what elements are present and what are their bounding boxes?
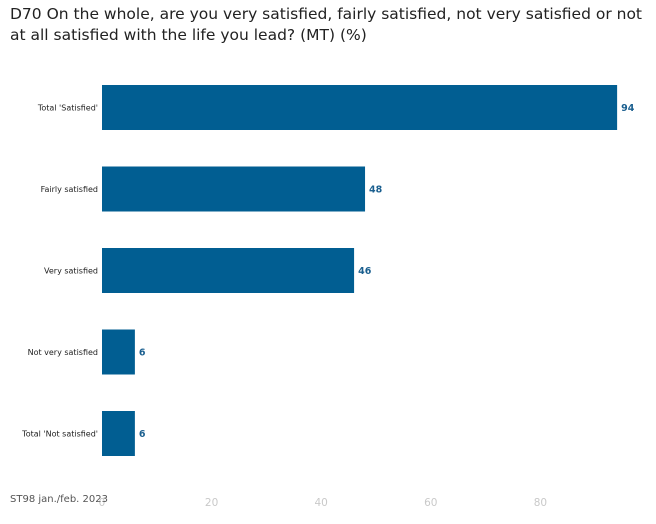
x-axis-ticks-group: 0 20 40 60 80 <box>99 497 547 509</box>
category-label: Total 'Satisfied' <box>37 104 98 113</box>
value-labels-group: 94 48 46 6 6 <box>139 103 635 440</box>
category-label: Total 'Not satisfied' <box>21 430 98 439</box>
category-label: Very satisfied <box>44 267 98 276</box>
bar <box>102 329 135 375</box>
bar <box>102 166 366 212</box>
value-label: 46 <box>358 266 372 277</box>
category-labels-group: Total 'Satisfied' Fairly satisfied Very sa… <box>21 104 98 439</box>
bars-group <box>102 85 618 456</box>
value-label: 6 <box>139 429 146 440</box>
x-tick-label: 60 <box>424 497 437 509</box>
value-label: 48 <box>369 185 383 196</box>
bar <box>102 85 618 130</box>
x-tick-label: 20 <box>205 497 218 509</box>
x-tick-label: 0 <box>99 497 106 509</box>
category-label: Not very satisfied <box>28 348 98 357</box>
value-label: 94 <box>621 103 635 114</box>
category-label: Fairly satisfied <box>41 185 98 194</box>
chart-title: D70 On the whole, are you very satisfied… <box>10 5 643 44</box>
bar <box>102 411 135 456</box>
x-tick-label: 40 <box>315 497 328 509</box>
bar <box>102 248 355 293</box>
source-note: ST98 jan./feb. 2023 <box>10 494 108 505</box>
value-label: 6 <box>139 348 146 359</box>
x-tick-label: 80 <box>534 497 547 509</box>
